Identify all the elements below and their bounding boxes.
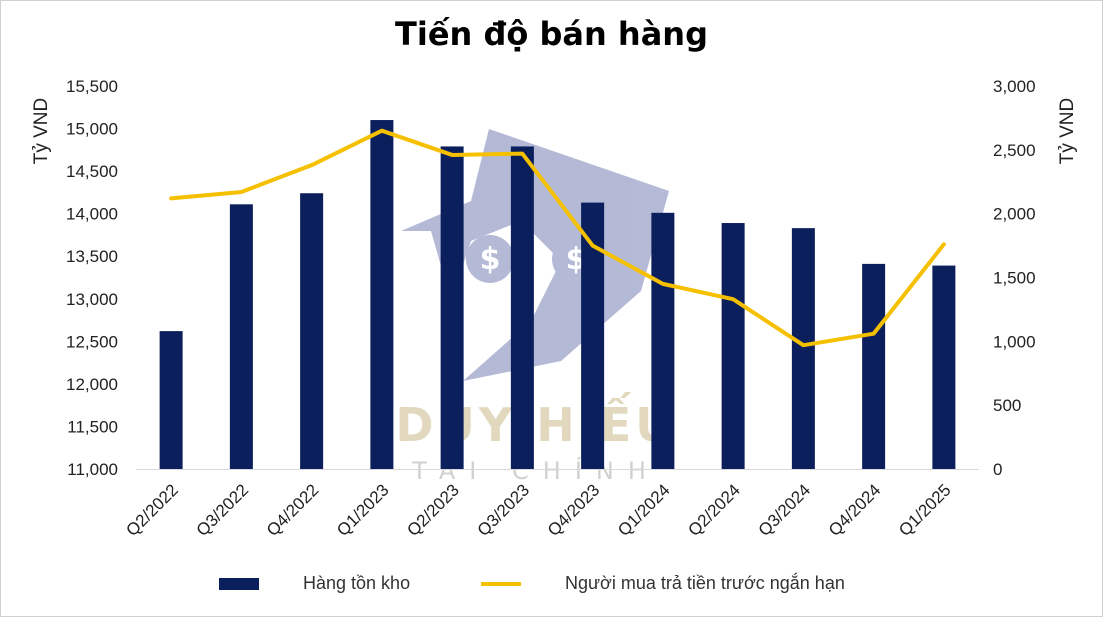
y-right-tick-label: 1,500	[993, 269, 1036, 288]
chart-title: Tiến độ bán hàng	[395, 15, 708, 53]
legend-swatch-line	[481, 581, 521, 586]
y-right-tick-label: 1,000	[993, 332, 1036, 351]
line-series	[169, 128, 946, 348]
x-tick-label: Q3/2022	[193, 480, 253, 540]
legend: Hàng tồn kho Người mua trả tiền trước ng…	[1, 573, 1102, 603]
y-left-tick-label: 13,500	[66, 247, 118, 266]
bar	[932, 265, 956, 469]
chart-svg: $ $ DUY HIẾU TÀI CHÍNH 11,00011,50012,00…	[31, 77, 1078, 540]
bar	[510, 146, 534, 469]
x-tick-label: Q1/2023	[333, 480, 393, 540]
x-tick-label: Q2/2022	[122, 480, 182, 540]
x-tick-label: Q1/2025	[895, 480, 955, 540]
bar	[862, 263, 886, 469]
bar	[791, 228, 815, 469]
y-left-axis-title: Tỷ VND	[31, 98, 52, 165]
y-right-tick-label: 500	[993, 396, 1021, 415]
legend-label-advances: Người mua trả tiền trước ngắn hạn	[565, 573, 845, 593]
x-tick-label: Q4/2023	[544, 480, 604, 540]
y-left-tick-label: 14,000	[66, 205, 118, 224]
x-tick-label: Q1/2024	[614, 480, 674, 540]
x-tick-label: Q3/2023	[474, 480, 534, 540]
y-left-tick-label: 12,000	[66, 375, 118, 394]
y-right-axis-title: Tỷ VND	[1057, 98, 1078, 165]
watermark-text: DUY HIẾU TÀI CHÍNH	[395, 392, 676, 485]
y-right-tick-label: 0	[993, 460, 1002, 479]
legend-item-inventory: Hàng tồn kho	[219, 573, 410, 594]
x-tick-label: Q4/2024	[825, 480, 885, 540]
legend-item-advances: Người mua trả tiền trước ngắn hạn	[481, 573, 845, 594]
legend-swatch-bar	[219, 577, 259, 590]
y-right-tick-label: 2,000	[993, 205, 1036, 224]
bar	[370, 120, 394, 470]
bar	[300, 193, 324, 470]
y-right-tick-label: 2,500	[993, 141, 1036, 160]
y-left-tick-label: 11,000	[67, 460, 118, 479]
bar	[229, 204, 253, 469]
bar-series	[159, 120, 956, 470]
y-left-tick-label: 11,500	[67, 417, 118, 436]
bar	[651, 212, 675, 469]
bar	[159, 331, 183, 469]
y-left-tick-label: 13,000	[66, 290, 118, 309]
legend-label-inventory: Hàng tồn kho	[303, 573, 411, 593]
x-tick-label: Q3/2024	[755, 480, 815, 540]
svg-text:$: $	[480, 242, 501, 277]
y-left-tick-label: 12,500	[66, 332, 118, 351]
line-path	[169, 128, 946, 348]
bar	[440, 146, 464, 469]
x-tick-label: Q2/2024	[684, 480, 744, 540]
y-left-tick-label: 14,500	[66, 162, 118, 181]
x-tick-label: Q4/2022	[263, 480, 323, 540]
watermark-line1: DUY HIẾU	[395, 392, 676, 452]
bar	[581, 202, 605, 469]
y-left-tick-label: 15,500	[66, 77, 118, 96]
bar	[721, 223, 745, 469]
x-tick-label: Q2/2023	[403, 480, 463, 540]
y-right-tick-label: 3,000	[993, 77, 1036, 96]
y-left-tick-label: 15,000	[66, 120, 118, 139]
